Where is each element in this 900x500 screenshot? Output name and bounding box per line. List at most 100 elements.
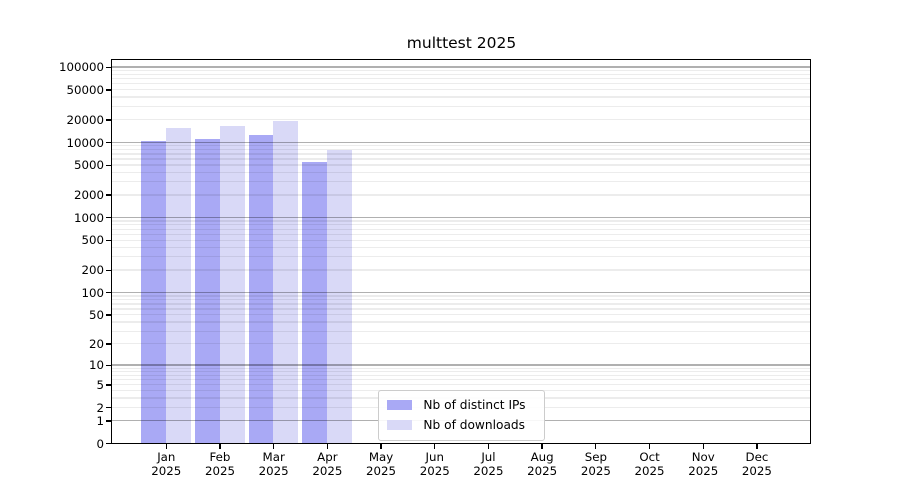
y-tick-label: 5 xyxy=(96,378,104,393)
x-tick-label-line: Nov xyxy=(691,450,715,464)
gridline-minor xyxy=(112,158,811,160)
gridline-minor xyxy=(112,96,811,98)
gridline-minor xyxy=(112,194,811,196)
chart-title: multtest 2025 xyxy=(406,34,517,52)
y-tick-label: 2 xyxy=(96,400,104,415)
x-tick-label-line: Aug xyxy=(530,450,554,464)
x-tick-mark xyxy=(541,444,543,449)
gridline-minor xyxy=(112,299,811,301)
x-tick-label-line: 2025 xyxy=(473,463,504,478)
legend-row: Nb of distinct IPs xyxy=(387,395,544,415)
gridline-minor xyxy=(112,370,811,373)
gridline-minor xyxy=(112,374,811,377)
x-tick-label-line: 2025 xyxy=(741,463,772,478)
y-tick-label: 50000 xyxy=(66,82,104,97)
gridline-major xyxy=(112,291,811,294)
x-tick-label-line: 2025 xyxy=(366,463,397,478)
gridline-minor xyxy=(112,171,811,173)
x-tick-mark xyxy=(595,444,597,449)
y-tick-label: 20000 xyxy=(66,112,104,127)
gridlines-layer xyxy=(112,60,811,444)
x-tick-label-line: 2025 xyxy=(580,463,611,478)
gridline-minor xyxy=(112,379,811,381)
x-tick-label-nov: Nov 2025 xyxy=(671,450,735,479)
gridline-minor xyxy=(112,119,811,121)
gridline-minor xyxy=(112,330,811,332)
gridline-minor xyxy=(112,73,811,75)
x-tick-label-line: 2025 xyxy=(634,463,665,478)
gridline-minor xyxy=(112,105,811,108)
gridline-minor xyxy=(112,239,811,241)
x-tick-label-line: 2025 xyxy=(258,463,289,478)
y-tick-label: 20 xyxy=(88,337,104,352)
bars-layer xyxy=(112,60,810,444)
x-tick-label-jul: Jul 2025 xyxy=(456,450,520,479)
y-tick-label: 0 xyxy=(96,436,104,451)
x-tick-label-jan: Jan 2025 xyxy=(134,450,198,479)
y-tick-label: 200 xyxy=(81,263,104,278)
y-tick-label: 5000 xyxy=(73,158,104,173)
gridline-major xyxy=(112,364,811,366)
x-tick-label-line: Jan xyxy=(157,450,176,464)
x-tick-label-aug: Aug 2025 xyxy=(510,450,574,479)
x-tick-label-line: May xyxy=(368,450,394,464)
legend-label: Nb of downloads xyxy=(423,417,526,432)
x-tick-label-apr: Apr 2025 xyxy=(295,450,359,479)
bar-nb-of-downloads-mar xyxy=(273,120,299,444)
gridline-major xyxy=(112,141,811,143)
gridline-minor xyxy=(112,295,811,297)
x-tick-mark xyxy=(326,444,329,449)
gridline-minor xyxy=(112,83,811,85)
gridline-minor xyxy=(112,149,811,151)
gridline-minor xyxy=(112,343,811,345)
x-tick-label-line: Dec xyxy=(745,450,769,464)
legend-swatch xyxy=(387,419,413,430)
x-tick-label-dec: Dec 2025 xyxy=(725,450,789,479)
bar-nb-of-distinct-ips-apr xyxy=(302,161,328,444)
gridline-minor xyxy=(112,145,811,147)
x-tick-mark xyxy=(487,444,490,449)
x-tick-label-line: 2025 xyxy=(419,463,450,478)
y-tick-label: 100 xyxy=(81,285,104,300)
legend-swatch xyxy=(387,399,413,410)
x-tick-mark xyxy=(165,444,167,449)
y-tick-label: 10 xyxy=(88,358,104,373)
gridline-minor xyxy=(112,164,811,166)
y-tick-label: 1 xyxy=(96,413,104,428)
legend-label: Nb of distinct IPs xyxy=(423,397,526,412)
x-tick-label-sep: Sep 2025 xyxy=(564,450,628,479)
gridline-minor xyxy=(112,224,811,226)
x-tick-label-line: Jul xyxy=(481,450,496,464)
gridline-major xyxy=(112,66,811,68)
x-tick-label-jun: Jun 2025 xyxy=(403,450,467,479)
legend: Nb of distinct IPs Nb of downloads xyxy=(378,389,546,441)
bar-nb-of-distinct-ips-jan xyxy=(141,141,167,444)
bar-nb-of-downloads-feb xyxy=(219,126,245,444)
x-tick-label-line: 2025 xyxy=(527,463,558,478)
bar-nb-of-distinct-ips-feb xyxy=(194,139,220,444)
x-tick-mark xyxy=(273,444,275,449)
gridline-minor xyxy=(112,153,811,155)
x-tick-label-mar: Mar 2025 xyxy=(242,450,306,479)
gridline-minor xyxy=(112,303,811,305)
x-tick-label-line: Mar xyxy=(262,450,285,464)
x-tick-label-line: 2025 xyxy=(688,463,719,478)
x-tick-label-feb: Feb 2025 xyxy=(188,450,252,479)
bar-nb-of-downloads-jan xyxy=(166,127,191,444)
gridline-minor xyxy=(112,69,811,72)
bar-nb-of-distinct-ips-mar xyxy=(248,135,274,444)
y-tick-label: 2000 xyxy=(73,188,104,203)
gridline-minor xyxy=(112,181,811,183)
gridline-minor xyxy=(112,314,811,316)
y-tick-label: 500 xyxy=(81,233,104,248)
bar-nb-of-downloads-apr xyxy=(327,149,352,444)
x-tick-mark xyxy=(756,444,758,449)
gridline-minor xyxy=(112,220,811,222)
gridline-minor xyxy=(112,308,811,310)
y-tick-label: 50 xyxy=(88,308,104,323)
gridline-minor xyxy=(112,246,811,249)
x-tick-label-line: Sep xyxy=(584,450,607,464)
x-tick-label-line: Feb xyxy=(209,450,231,464)
x-tick-mark xyxy=(702,444,704,449)
